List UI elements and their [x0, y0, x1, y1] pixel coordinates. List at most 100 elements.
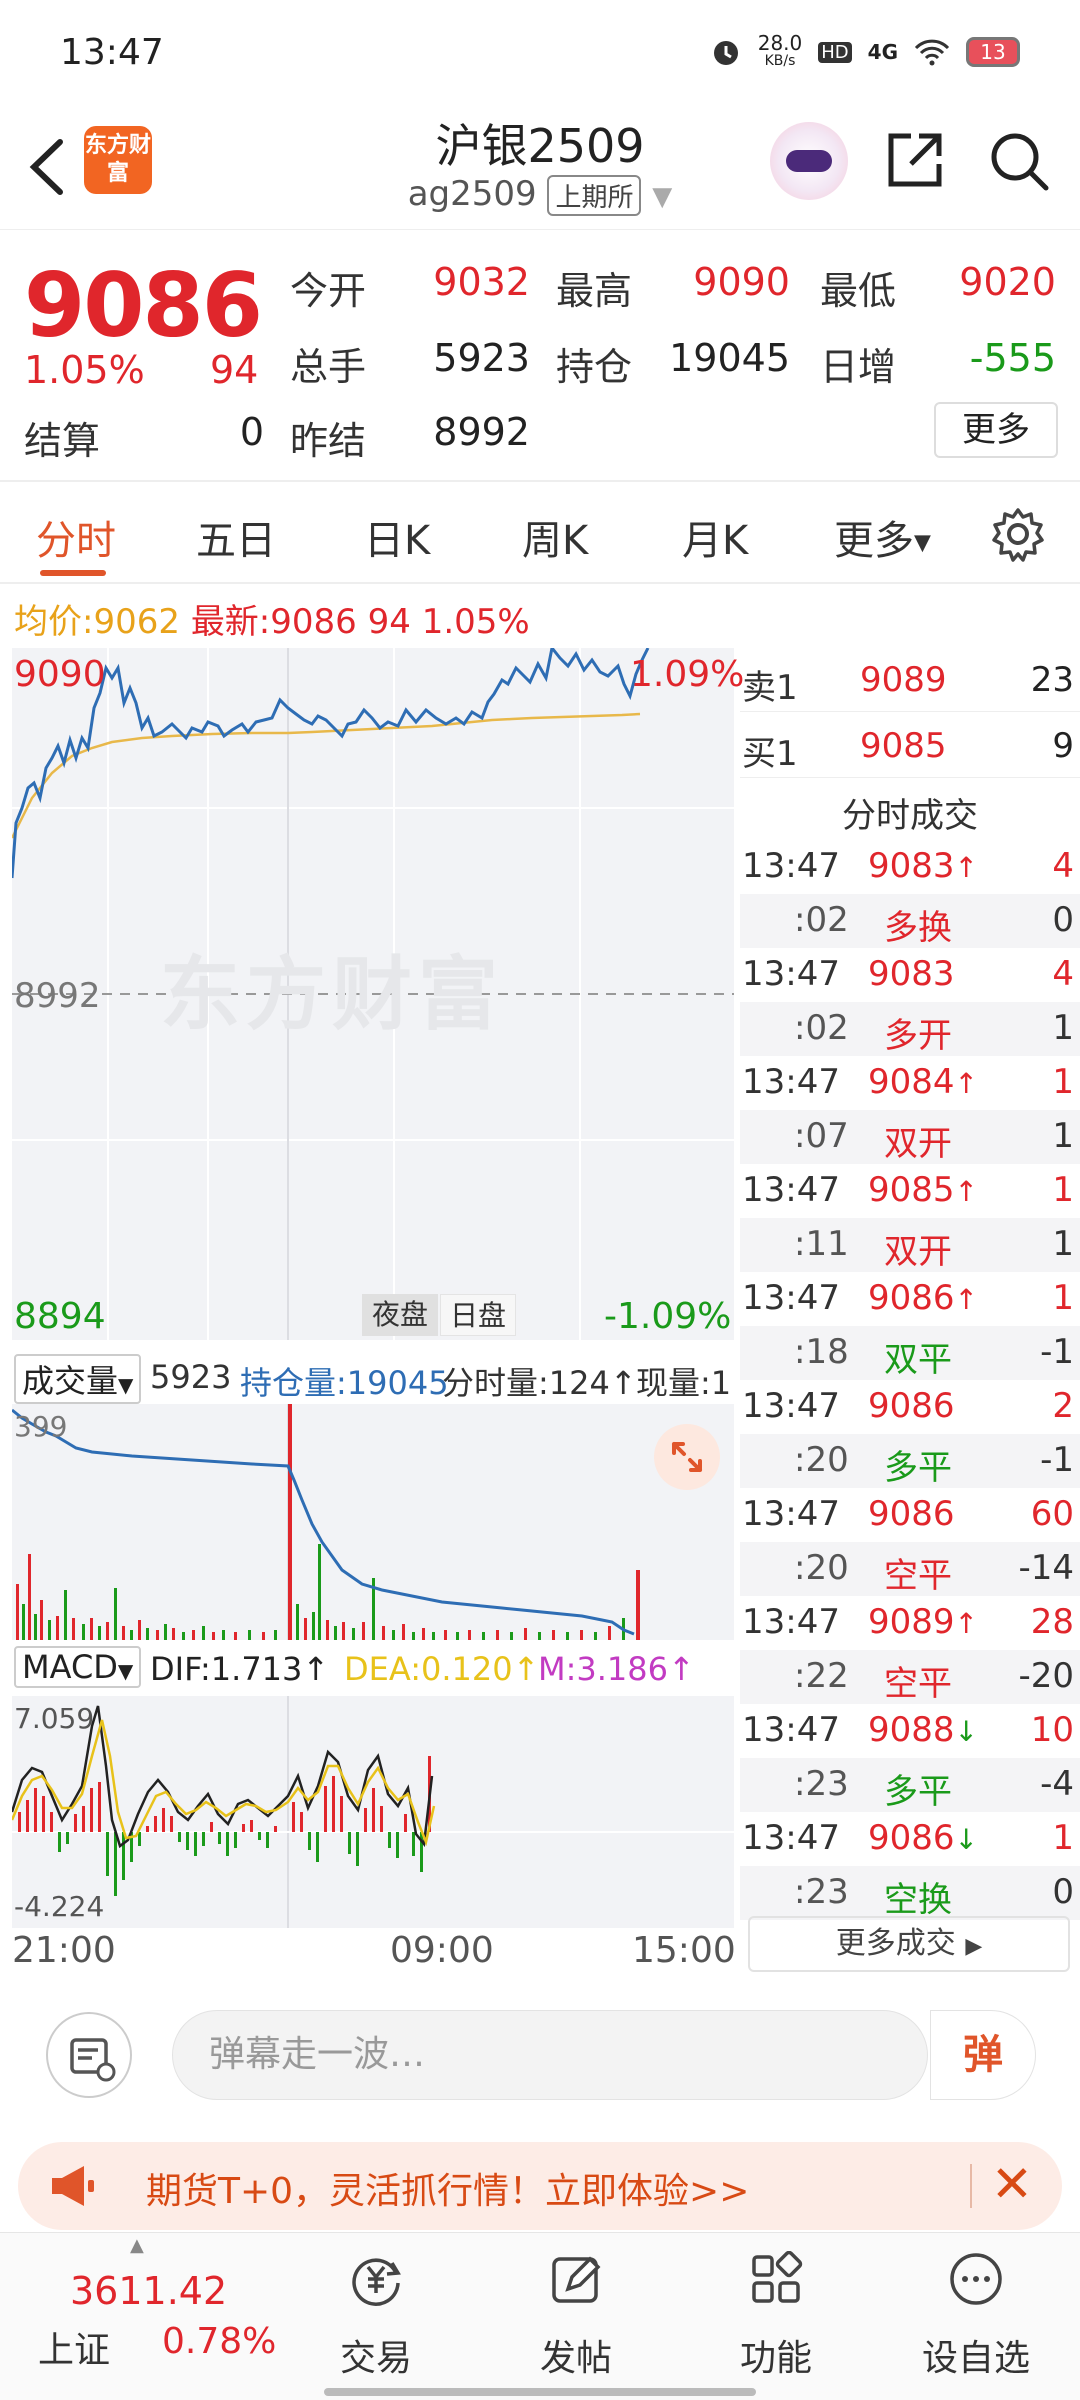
- macd-chart[interactable]: [12, 1696, 734, 1928]
- gear-icon[interactable]: [990, 506, 1046, 562]
- trade-volume: 1: [1052, 1062, 1074, 1102]
- share-icon[interactable]: [885, 130, 945, 190]
- tab-daily-k[interactable]: 日K: [364, 518, 431, 564]
- open-interest-line: [12, 1408, 635, 1636]
- settle-value: 0: [239, 410, 264, 454]
- trade-type: 空换: [884, 1880, 952, 1920]
- nav-post[interactable]: 发帖: [476, 2233, 676, 2400]
- macd-selector-label: MACD: [22, 1648, 118, 1686]
- volume-chart[interactable]: [12, 1404, 734, 1640]
- tab-intraday[interactable]: 分时: [36, 518, 116, 564]
- danmaku-bar: 弹幕走一波… 弹: [0, 1990, 1080, 2120]
- chart-pct-high: 1.09%: [630, 654, 745, 695]
- caret-down-icon: ▼: [914, 530, 931, 556]
- high-value: 9090: [693, 260, 790, 304]
- danmaku-send-button[interactable]: 弹: [930, 2010, 1036, 2100]
- ask-volume: 23: [1030, 660, 1074, 700]
- ask-row[interactable]: 卖1 9089 23: [740, 648, 1080, 712]
- macd-dif-line: [12, 1705, 434, 1849]
- volume-now: 现量:1: [636, 1364, 732, 1402]
- trade-price-value: 9083: [868, 954, 955, 994]
- change-percent: 1.05%: [24, 348, 145, 392]
- intraday-chart[interactable]: [12, 648, 734, 1340]
- macd-header: MACD▼ DIF:1.713↑ DEA:0.120↑ M:3.186↑: [12, 1640, 734, 1696]
- tab-more[interactable]: 更多▼: [834, 508, 931, 566]
- tab-five-day[interactable]: 五日: [196, 518, 276, 564]
- trade-time: 13:47: [742, 1710, 840, 1750]
- day-session-tag[interactable]: 日盘: [440, 1294, 516, 1336]
- night-session-tag[interactable]: 夜盘: [362, 1294, 438, 1336]
- trade-price-value: 9085: [868, 1170, 955, 1210]
- close-icon[interactable]: ✕: [991, 2155, 1033, 2213]
- page-title: 沪银2509: [435, 119, 645, 173]
- wifi-icon: [914, 38, 950, 66]
- assistant-robot-icon[interactable]: [770, 122, 848, 200]
- home-indicator: [324, 2388, 756, 2396]
- price-info-line: 均价:9062 最新:9086 94 1.05%: [14, 594, 530, 643]
- tab-monthly-k[interactable]: 月K: [682, 518, 749, 564]
- trade-oi-change: 1: [1052, 1116, 1074, 1156]
- trade-volume: 1: [1052, 1278, 1074, 1318]
- trade-detail-row: :11 双开 1: [740, 1218, 1080, 1272]
- time-label-mid: 09:00: [390, 1930, 494, 1971]
- trade-price: 9086↓: [868, 1818, 978, 1858]
- caret-up-icon: ▲: [130, 2235, 144, 2256]
- chart-pct-low: -1.09%: [604, 1296, 732, 1337]
- trade-type: 双开: [884, 1124, 952, 1164]
- more-trades-label: 更多成交: [835, 1926, 956, 1961]
- trade-detail-row: :20 空平 -14: [740, 1542, 1080, 1596]
- trade-detail-row: :07 双开 1: [740, 1110, 1080, 1164]
- tab-weekly-k[interactable]: 周K: [522, 518, 589, 564]
- volume-total: 5923: [150, 1358, 232, 1396]
- nav-functions[interactable]: 功能: [676, 2233, 876, 2400]
- trade-time: 13:47: [742, 1602, 840, 1642]
- index-percent: 0.78%: [162, 2321, 277, 2362]
- net-speed-unit: KB/s: [764, 53, 796, 69]
- expand-icon[interactable]: [654, 1424, 720, 1490]
- trade-time: 13:47: [742, 1170, 840, 1210]
- promo-banner[interactable]: 期货T+0，灵活抓行情！立即体验>> ✕: [18, 2142, 1062, 2230]
- nav-functions-label: 功能: [739, 2338, 812, 2379]
- last-value: 9086: [270, 602, 357, 642]
- trade-volume: 1: [1052, 1170, 1074, 1210]
- bottom-nav: ▲ 3611.42 上证 0.78% 交易 发帖 功能 设自选: [0, 2232, 1080, 2400]
- indicator-selector-volume[interactable]: 成交量▼: [14, 1354, 142, 1404]
- time-label-end: 15:00: [632, 1930, 736, 1971]
- trade-arrow: ↑: [954, 1175, 978, 1208]
- indicator-selector-macd[interactable]: MACD▼: [14, 1646, 142, 1688]
- nav-add-watchlist[interactable]: 设自选: [876, 2233, 1076, 2400]
- quote-more-button[interactable]: 更多: [934, 402, 1058, 458]
- contract-subtitle[interactable]: ag2509 上期所 ▼: [0, 174, 1080, 216]
- oi-change-label: 日增: [820, 345, 897, 389]
- trade-seconds: :23: [794, 1764, 849, 1804]
- danmaku-input[interactable]: 弹幕走一波…: [172, 2010, 928, 2100]
- trade-price: 9083: [868, 954, 955, 994]
- index-ticker[interactable]: ▲ 3611.42 上证 0.78%: [0, 2233, 276, 2400]
- info-pct: 1.05%: [421, 602, 530, 642]
- trade-price: 9086: [868, 1494, 955, 1534]
- trade-price: 9084↑: [868, 1062, 978, 1102]
- trade-volume: 60: [1030, 1494, 1074, 1534]
- index-name: 上证: [38, 2330, 111, 2371]
- trade-oi-change: 0: [1052, 900, 1074, 940]
- caret-down-icon: ▼: [117, 1659, 134, 1683]
- volume-minute: 分时量:124↑: [442, 1364, 637, 1402]
- trade-volume: 4: [1052, 846, 1074, 886]
- search-icon[interactable]: [988, 130, 1050, 192]
- trade-type: 双开: [884, 1232, 952, 1272]
- trade-arrow: ↑: [954, 1067, 978, 1100]
- volume-oi: 持仓量:19045: [240, 1364, 449, 1402]
- danmaku-settings-icon[interactable]: [46, 2012, 132, 2098]
- trade-seconds: :02: [794, 1008, 849, 1048]
- more-trades-button[interactable]: 更多成交 ▶: [748, 1916, 1070, 1972]
- macd-axis-max: 7.059: [14, 1702, 95, 1735]
- bid-price: 9085: [860, 726, 947, 766]
- trade-oi-change: -1: [1040, 1332, 1074, 1372]
- back-icon[interactable]: [22, 132, 82, 202]
- trade-oi-change: -4: [1040, 1764, 1074, 1804]
- trade-row: 13:47 9089↑ 28: [740, 1596, 1080, 1650]
- nav-trade[interactable]: 交易: [276, 2233, 476, 2400]
- bid-row[interactable]: 买1 9085 9: [740, 714, 1080, 778]
- trade-time: 13:47: [742, 846, 840, 886]
- prev-settle-value: 8992: [433, 410, 530, 454]
